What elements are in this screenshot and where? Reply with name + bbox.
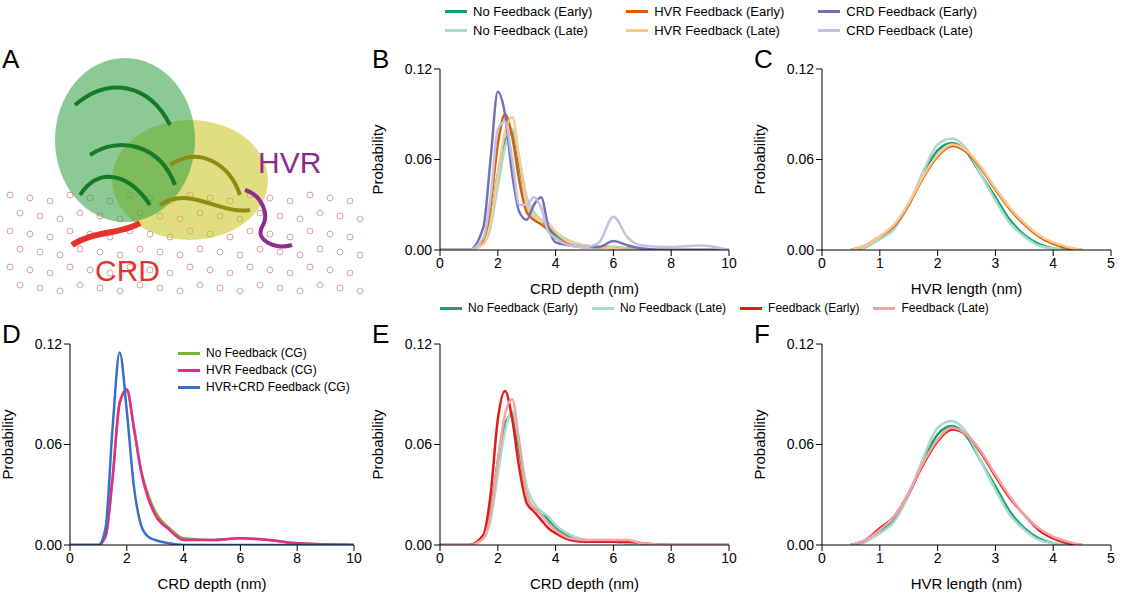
svg-text:8: 8 <box>293 550 301 566</box>
html-text:No Feedback (CG): No Feedback (CG) <box>206 346 307 360</box>
svg-text:4: 4 <box>180 550 188 566</box>
html-text:CRD Feedback (Early): CRD Feedback (Early) <box>846 4 977 19</box>
svg-text:3: 3 <box>992 255 1000 271</box>
svg-text:CRD depth (nm): CRD depth (nm) <box>530 280 639 297</box>
html-text:HVR Feedback (Early): HVR Feedback (Early) <box>654 4 785 19</box>
svg-text:CRD depth (nm): CRD depth (nm) <box>157 575 266 592</box>
svg-text:0.00: 0.00 <box>35 537 62 553</box>
svg-text:0.12: 0.12 <box>405 336 432 352</box>
svg-text:0.06: 0.06 <box>405 151 432 167</box>
svg-text:CRD: CRD <box>95 254 160 287</box>
svg-text:3: 3 <box>992 550 1000 566</box>
svg-text:6: 6 <box>610 550 618 566</box>
svg-text:Probability: Probability <box>370 124 386 195</box>
svg-text:HVR: HVR <box>258 146 321 179</box>
svg-text:10: 10 <box>346 550 362 566</box>
svg-text:6: 6 <box>237 550 245 566</box>
html-text:C: C <box>754 44 773 74</box>
svg-text:2: 2 <box>494 550 502 566</box>
svg-text:0.06: 0.06 <box>405 436 432 452</box>
html-text:CRD Feedback (Late): CRD Feedback (Late) <box>846 23 973 38</box>
html-text:No Feedback (Late): No Feedback (Late) <box>620 301 727 315</box>
svg-text:0.06: 0.06 <box>35 436 62 452</box>
svg-text:Probability: Probability <box>0 409 16 480</box>
svg-text:0.06: 0.06 <box>787 151 814 167</box>
html-text:Feedback (Early): Feedback (Early) <box>768 301 860 315</box>
svg-text:10: 10 <box>721 550 737 566</box>
svg-text:4: 4 <box>552 550 560 566</box>
svg-text:0.12: 0.12 <box>35 336 62 352</box>
html-text:Feedback (Late): Feedback (Late) <box>901 301 989 315</box>
svg-text:1: 1 <box>876 255 884 271</box>
html-text:No Feedback (Late): No Feedback (Late) <box>473 23 588 38</box>
html-text:F: F <box>754 319 770 349</box>
svg-text:Probability: Probability <box>752 409 768 480</box>
svg-text:2: 2 <box>494 255 502 271</box>
svg-text:8: 8 <box>667 255 675 271</box>
html-text:No Feedback (Early): No Feedback (Early) <box>473 4 593 19</box>
svg-text:0.06: 0.06 <box>787 436 814 452</box>
svg-text:CRD depth (nm): CRD depth (nm) <box>530 575 639 592</box>
html-text:HVR Feedback (Late): HVR Feedback (Late) <box>654 23 780 38</box>
svg-text:Probability: Probability <box>370 409 386 480</box>
svg-text:2: 2 <box>934 550 942 566</box>
svg-text:Probability: Probability <box>752 124 768 195</box>
html-text:E: E <box>372 319 390 349</box>
html-text:A: A <box>2 44 20 74</box>
svg-text:HVR length (nm): HVR length (nm) <box>911 280 1023 297</box>
svg-text:HVR length (nm): HVR length (nm) <box>911 575 1023 592</box>
html-text:No Feedback (Early): No Feedback (Early) <box>468 301 578 315</box>
svg-text:0.12: 0.12 <box>405 61 432 77</box>
svg-text:4: 4 <box>1049 255 1057 271</box>
svg-text:0: 0 <box>818 255 826 271</box>
svg-text:0.00: 0.00 <box>787 242 814 258</box>
svg-text:0.00: 0.00 <box>405 242 432 258</box>
svg-text:4: 4 <box>552 255 560 271</box>
svg-text:0.12: 0.12 <box>787 336 814 352</box>
svg-text:1: 1 <box>876 550 884 566</box>
svg-text:0: 0 <box>66 550 74 566</box>
svg-text:0: 0 <box>436 255 444 271</box>
svg-text:0: 0 <box>818 550 826 566</box>
svg-text:10: 10 <box>721 255 737 271</box>
svg-text:8: 8 <box>667 550 675 566</box>
svg-text:2: 2 <box>934 255 942 271</box>
svg-text:0: 0 <box>436 550 444 566</box>
svg-text:0.00: 0.00 <box>787 537 814 553</box>
svg-text:2: 2 <box>123 550 131 566</box>
svg-text:5: 5 <box>1107 550 1115 566</box>
html-text:HVR Feedback (CG): HVR Feedback (CG) <box>206 363 317 377</box>
svg-text:6: 6 <box>610 255 618 271</box>
svg-text:0.12: 0.12 <box>787 61 814 77</box>
svg-text:0.00: 0.00 <box>405 537 432 553</box>
svg-text:5: 5 <box>1107 255 1115 271</box>
svg-text:4: 4 <box>1049 550 1057 566</box>
html-text:B: B <box>372 44 390 74</box>
html-text:D: D <box>2 319 21 349</box>
html-text:HVR+CRD Feedback (CG): HVR+CRD Feedback (CG) <box>206 380 350 394</box>
